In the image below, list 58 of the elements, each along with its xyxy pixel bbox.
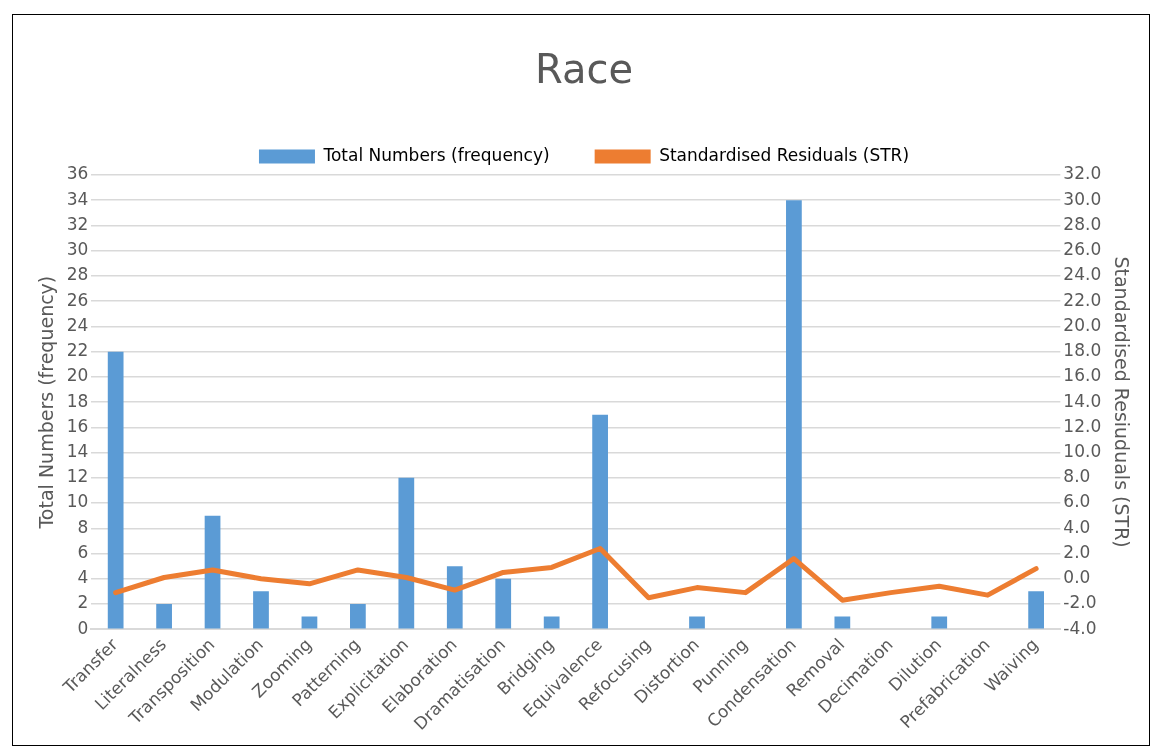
y-tick-label: 30 bbox=[66, 239, 89, 260]
y2-tick-label: 26.0 bbox=[1063, 239, 1102, 260]
bar bbox=[107, 351, 124, 629]
y-tick-label: 26 bbox=[66, 289, 89, 310]
y2-tick-label: 6.0 bbox=[1063, 491, 1091, 512]
y2-tick-label: 22.0 bbox=[1063, 289, 1102, 310]
bar bbox=[446, 566, 463, 629]
y2-tick-label: -4.0 bbox=[1063, 617, 1097, 638]
y2-tick-label: -2.0 bbox=[1063, 592, 1097, 613]
y-tick-label: 24 bbox=[66, 314, 89, 335]
y2-tick-label: 28.0 bbox=[1063, 213, 1102, 234]
y2-tick-label: 4.0 bbox=[1063, 516, 1091, 537]
y2-tick-label: 12.0 bbox=[1063, 415, 1102, 436]
y-tick-label: 20 bbox=[66, 365, 89, 386]
y-tick-label: 36 bbox=[66, 163, 89, 184]
bar bbox=[156, 603, 172, 629]
legend-label: Standardised Residuals (STR) bbox=[659, 144, 910, 165]
y-tick-label: 4 bbox=[77, 567, 89, 588]
y-tick-label: 18 bbox=[66, 390, 89, 411]
y-tick-label: 12 bbox=[66, 466, 89, 487]
legend-label: Total Numbers (frequency) bbox=[322, 144, 550, 165]
y-tick-label: 14 bbox=[66, 441, 89, 461]
bar bbox=[592, 414, 608, 629]
y2-tick-label: 0.0 bbox=[1063, 567, 1091, 588]
bar bbox=[1028, 591, 1044, 629]
bar bbox=[398, 477, 415, 629]
y-tick-label: 16 bbox=[66, 415, 89, 436]
y2-tick-label: 10.0 bbox=[1063, 441, 1102, 461]
y-tick-label: 0 bbox=[77, 617, 89, 638]
bar bbox=[543, 616, 560, 629]
bar bbox=[204, 515, 221, 629]
bar bbox=[931, 616, 948, 629]
bar bbox=[689, 616, 705, 629]
chart-title: Race bbox=[534, 46, 634, 93]
y2-tick-label: 2.0 bbox=[1063, 541, 1091, 562]
y-tick-label: 34 bbox=[66, 188, 89, 209]
y2-tick-label: 14.0 bbox=[1063, 390, 1102, 411]
y-tick-label: 6 bbox=[77, 541, 89, 562]
bar bbox=[786, 200, 802, 629]
bar bbox=[350, 603, 366, 629]
y2-tick-label: 32.0 bbox=[1063, 163, 1102, 184]
y2-tick-label: 20.0 bbox=[1063, 314, 1102, 335]
y2-tick-label: 8.0 bbox=[1063, 466, 1091, 487]
y-tick-label: 2 bbox=[77, 592, 89, 613]
y-tick-label: 22 bbox=[66, 340, 89, 361]
y-tick-label: 28 bbox=[66, 264, 89, 285]
y2-axis-title: Standardised Resiuduals (STR) bbox=[1110, 256, 1133, 548]
bar bbox=[253, 591, 269, 629]
y2-tick-label: 24.0 bbox=[1063, 264, 1102, 285]
y-tick-label: 8 bbox=[77, 516, 89, 537]
y-tick-label: 32 bbox=[66, 213, 89, 234]
y-axis-title: Total Numbers (frequency) bbox=[35, 275, 58, 530]
bar bbox=[495, 578, 512, 629]
bar bbox=[834, 616, 851, 629]
y2-tick-label: 30.0 bbox=[1063, 188, 1102, 209]
y2-tick-label: 18.0 bbox=[1063, 340, 1102, 361]
y-tick-label: 10 bbox=[66, 491, 89, 512]
y2-tick-label: 16.0 bbox=[1063, 365, 1102, 386]
